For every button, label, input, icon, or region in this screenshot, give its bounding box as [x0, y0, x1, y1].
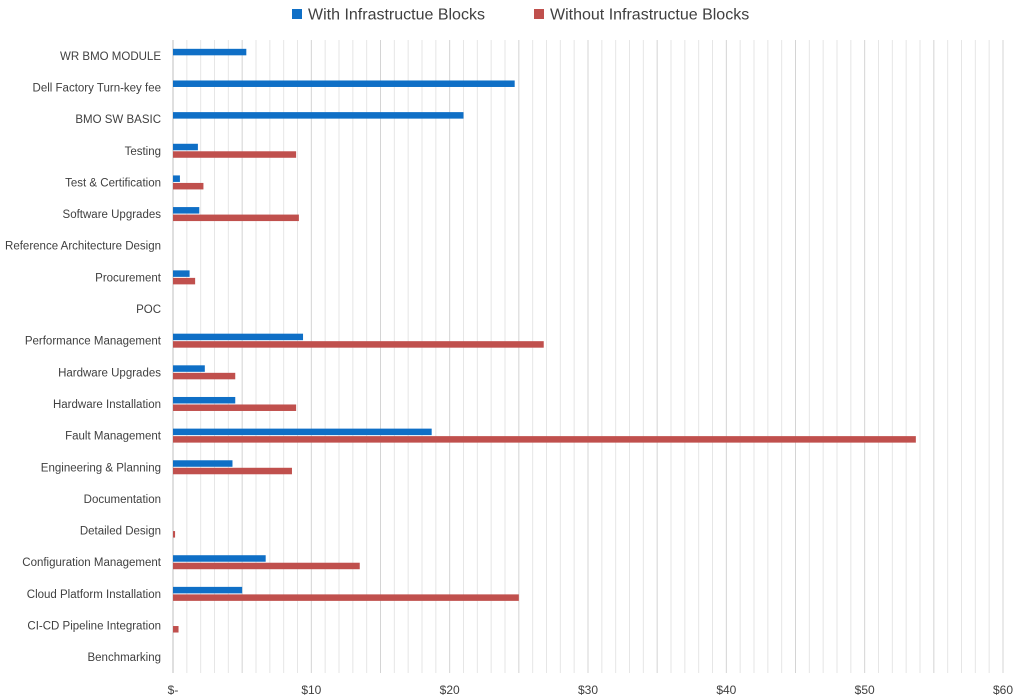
- category-label-fault-management: Fault Management: [65, 431, 162, 443]
- bar-with-infrastructue-blocks-test-certification: [173, 175, 180, 182]
- category-label-bmo-sw-basic: BMO SW BASIC: [75, 114, 161, 126]
- bar-without-infrastructue-blocks-cloud-platform-installation: [173, 594, 519, 601]
- bar-with-infrastructue-blocks-configuration-management: [173, 555, 266, 562]
- bar-without-infrastructue-blocks-hardware-installation: [173, 404, 297, 411]
- category-label-dell-factory-turn-key-fee: Dell Factory Turn-key fee: [33, 82, 161, 94]
- bar-with-infrastructue-blocks-hardware-upgrades: [173, 365, 205, 372]
- bar-without-infrastructue-blocks-testing: [173, 151, 297, 158]
- bar-without-infrastructue-blocks-configuration-management: [173, 562, 360, 570]
- category-label-configuration-management: Configuration Management: [22, 557, 162, 569]
- category-label-hardware-upgrades: Hardware Upgrades: [58, 367, 161, 379]
- bar-without-infrastructue-blocks-fault-management: [173, 436, 916, 443]
- legend: With Infrastructue Blocks Without Infrast…: [292, 7, 749, 24]
- category-label-software-upgrades: Software Upgrades: [63, 209, 162, 221]
- legend-label-without-infrastructue-blocks: Without Infrastructue Blocks: [550, 7, 749, 24]
- bar-with-infrastructue-blocks-software-upgrades: [173, 207, 200, 214]
- bar-with-infrastructue-blocks-fault-management: [173, 428, 432, 436]
- category-label-benchmarking: Benchmarking: [87, 652, 161, 664]
- bar-without-infrastructue-blocks-software-upgrades: [173, 214, 299, 222]
- x-tick-label: $60: [993, 683, 1013, 697]
- bar-with-infrastructue-blocks-procurement: [173, 270, 190, 277]
- bars: [173, 48, 916, 633]
- category-label-detailed-design: Detailed Design: [80, 526, 161, 538]
- category-label-cloud-platform-installation: Cloud Platform Installation: [27, 589, 161, 601]
- bar-with-infrastructue-blocks-wr-bmo-module: [173, 48, 247, 56]
- category-label-hardware-installation: Hardware Installation: [53, 399, 161, 411]
- bar-with-infrastructue-blocks-dell-factory-turn-key-fee: [173, 80, 515, 87]
- category-label-engineering-planning: Engineering & Planning: [41, 462, 161, 474]
- category-label-documentation: Documentation: [84, 494, 161, 506]
- bar-without-infrastructue-blocks-detailed-design: [173, 531, 176, 538]
- bar-with-infrastructue-blocks-engineering-planning: [173, 460, 233, 467]
- bar-with-infrastructue-blocks-bmo-sw-basic: [173, 112, 464, 119]
- bar-without-infrastructue-blocks-engineering-planning: [173, 467, 292, 475]
- bar-with-infrastructue-blocks-cloud-platform-installation: [173, 586, 243, 594]
- bar-without-infrastructue-blocks-performance-management: [173, 341, 544, 348]
- bar-with-infrastructue-blocks-hardware-installation: [173, 396, 236, 404]
- category-label-ci-cd-pipeline-integration: CI-CD Pipeline Integration: [27, 621, 161, 633]
- legend-swatch-with-infrastructue-blocks: [292, 9, 302, 19]
- x-tick-label: $50: [855, 683, 875, 697]
- x-tick-label: $10: [301, 683, 321, 697]
- bar-without-infrastructue-blocks-test-certification: [173, 182, 204, 190]
- x-tick-label: $-: [168, 683, 179, 697]
- x-tick-label: $30: [578, 683, 598, 697]
- category-label-procurement: Procurement: [95, 272, 162, 284]
- x-tick-labels: $- $10 $20 $30 $40 $50 $60: [168, 683, 1014, 697]
- category-label-test-certification: Test & Certification: [65, 177, 161, 189]
- category-label-wr-bmo-module: WR BMO MODULE: [60, 51, 161, 63]
- x-tick-label: $20: [440, 683, 460, 697]
- bar-with-infrastructue-blocks-performance-management: [173, 333, 304, 341]
- bar-without-infrastructue-blocks-procurement: [173, 277, 196, 285]
- bar-without-infrastructue-blocks-ci-cd-pipeline-integration: [173, 626, 179, 633]
- category-label-reference-architecture-design: Reference Architecture Design: [5, 241, 161, 253]
- gridlines: [172, 40, 1004, 673]
- category-labels: WR BMO MODULE Dell Factory Turn-key fee BM…: [5, 51, 162, 664]
- x-tick-label: $40: [716, 683, 736, 697]
- category-label-testing: Testing: [125, 146, 161, 158]
- bar-with-infrastructue-blocks-testing: [173, 143, 198, 151]
- category-label-poc: POC: [136, 304, 161, 316]
- category-label-performance-management: Performance Management: [25, 336, 162, 348]
- legend-swatch-without-infrastructue-blocks: [534, 9, 544, 19]
- legend-label-with-infrastructue-blocks: With Infrastructue Blocks: [308, 7, 485, 24]
- bar-without-infrastructue-blocks-hardware-upgrades: [173, 372, 236, 380]
